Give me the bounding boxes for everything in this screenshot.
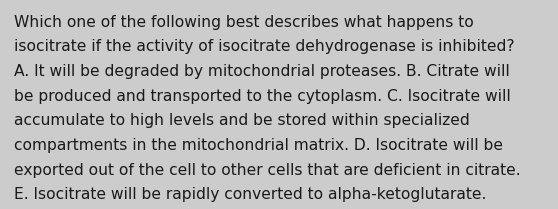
Text: accumulate to high levels and be stored within specialized: accumulate to high levels and be stored … (14, 113, 470, 128)
Text: A. It will be degraded by mitochondrial proteases. B. Citrate will: A. It will be degraded by mitochondrial … (14, 64, 509, 79)
Text: exported out of the cell to other cells that are deficient in citrate.: exported out of the cell to other cells … (14, 163, 521, 178)
Text: be produced and transported to the cytoplasm. C. Isocitrate will: be produced and transported to the cytop… (14, 89, 511, 104)
Text: Which one of the following best describes what happens to: Which one of the following best describe… (14, 15, 474, 30)
Text: compartments in the mitochondrial matrix. D. Isocitrate will be: compartments in the mitochondrial matrix… (14, 138, 503, 153)
Text: E. Isocitrate will be rapidly converted to alpha-ketoglutarate.: E. Isocitrate will be rapidly converted … (14, 187, 487, 202)
Text: isocitrate if the activity of isocitrate dehydrogenase is inhibited?: isocitrate if the activity of isocitrate… (14, 39, 514, 54)
